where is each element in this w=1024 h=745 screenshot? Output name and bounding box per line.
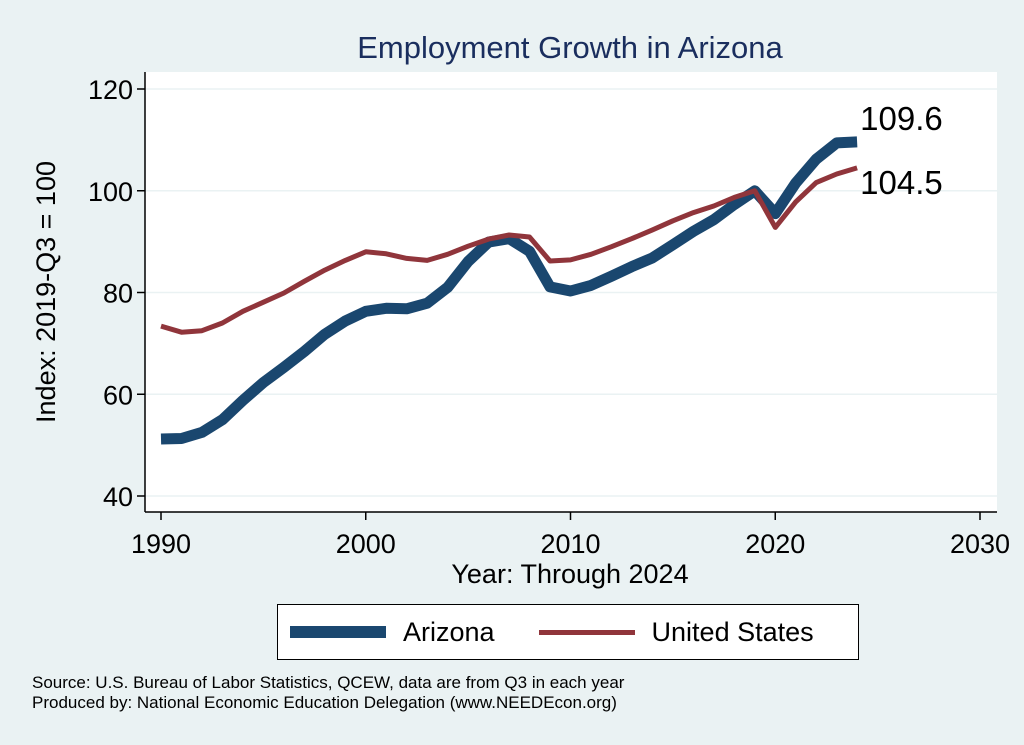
x-tick-label-2020: 2020 xyxy=(745,529,805,559)
chart-title: Employment Growth in Arizona xyxy=(357,30,783,65)
y-tick-label-40: 40 xyxy=(103,482,133,512)
series-line-united-states xyxy=(160,165,858,335)
legend-item-united-states: United States xyxy=(538,616,814,648)
y-tick-label-100: 100 xyxy=(88,177,133,207)
series-line-arizona xyxy=(160,136,858,445)
y-tick-label-120: 120 xyxy=(88,75,133,105)
legend-label-arizona: Arizona xyxy=(403,616,495,647)
axes: 40 60 80 100 120 1990 2000 2010 2020 2030 xyxy=(88,72,1010,559)
y-tick-label-60: 60 xyxy=(103,380,133,410)
x-tick-label-2010: 2010 xyxy=(540,529,600,559)
source-line: Source: U.S. Bureau of Labor Statistics,… xyxy=(32,673,625,692)
y-axis-label: Index: 2019-Q3 = 100 xyxy=(31,161,61,423)
series-lines xyxy=(160,136,858,445)
end-label-united-states: 104.5 xyxy=(860,164,943,201)
legend-label-united-states: United States xyxy=(651,616,814,647)
source-note: Source: U.S. Bureau of Labor Statistics,… xyxy=(32,673,624,713)
y-tick-label-80: 80 xyxy=(103,279,133,309)
x-axis-label: Year: Through 2024 xyxy=(451,559,688,589)
legend-swatch-united-states xyxy=(538,629,635,635)
x-tick-label-1990: 1990 xyxy=(131,529,191,559)
end-label-arizona: 109.6 xyxy=(860,100,943,137)
x-tick-label-2030: 2030 xyxy=(950,529,1010,559)
legend: Arizona United States xyxy=(277,604,859,660)
x-tick-label-2000: 2000 xyxy=(336,529,396,559)
end-labels: 109.6 104.5 xyxy=(860,100,943,201)
legend-item-arizona: Arizona xyxy=(290,617,495,648)
legend-swatch-arizona xyxy=(290,626,386,638)
line-chart: Employment Growth in Arizona 40 60 80 100 12… xyxy=(31,30,1010,589)
producer-line: Produced by: National Economic Education… xyxy=(32,693,617,712)
